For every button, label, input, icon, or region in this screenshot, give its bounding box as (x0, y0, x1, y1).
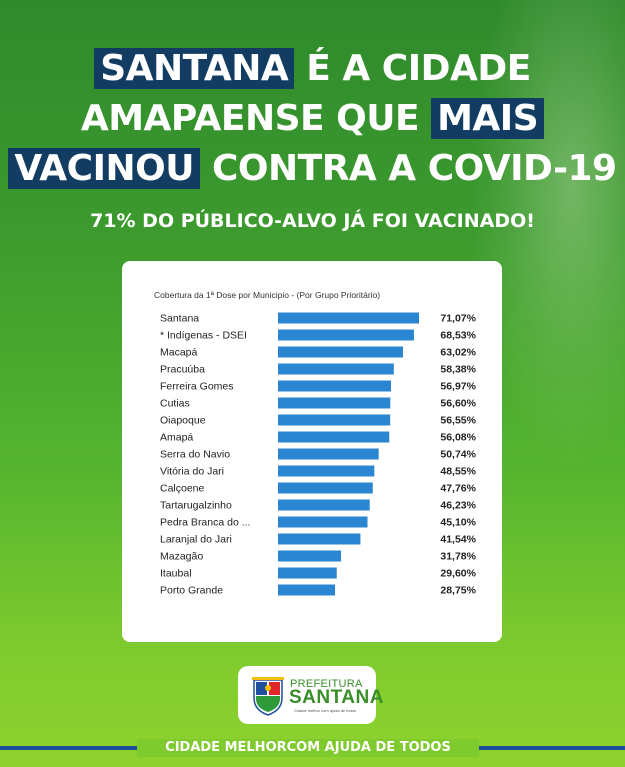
headline-line-2: AMAPAENSE QUE MAIS (0, 94, 625, 144)
bar (278, 363, 394, 375)
bar (278, 465, 375, 477)
prefeitura-logo: PREFEITURA SANTANA Cidade melhor com aju… (238, 666, 383, 724)
footer-slogan: CIDADE MELHORCOM AJUDA DE TODOS (137, 739, 479, 757)
value-label: 50,74% (440, 449, 476, 461)
value-label: 71,07% (440, 313, 476, 325)
category-label: Calçoene (160, 483, 205, 495)
bar (278, 329, 414, 341)
bar (278, 397, 391, 409)
bar (278, 312, 419, 324)
value-label: 29,60% (440, 568, 476, 580)
value-label: 48,55% (440, 466, 476, 478)
value-label: 58,38% (440, 364, 476, 376)
headline-text-3: CONTRA A COVID-19 (199, 148, 617, 189)
headline: SANTANA É A CIDADE AMAPAENSE QUE MAIS VA… (0, 44, 625, 194)
value-label: 45,10% (440, 517, 476, 529)
category-label: Oiapoque (160, 415, 206, 427)
category-label: Ferreira Gomes (160, 381, 234, 393)
headline-line-3: VACINOU CONTRA A COVID-19 (0, 144, 625, 194)
bar (278, 482, 373, 494)
value-label: 56,97% (440, 381, 476, 393)
category-label: Itaubal (160, 568, 192, 580)
value-label: 56,08% (440, 432, 476, 444)
category-label: Vitória do Jari (160, 466, 224, 478)
bar (278, 567, 337, 579)
bar (278, 550, 342, 562)
category-label: Pedra Branca do ... (160, 517, 250, 529)
headline-text-1: É A CIDADE (294, 48, 531, 89)
coat-of-arms-icon (252, 677, 284, 716)
value-label: 47,76% (440, 483, 476, 495)
bar (278, 448, 379, 460)
headline-text-2: AMAPAENSE QUE (80, 98, 432, 139)
bar (278, 380, 392, 392)
category-label: Porto Grande (160, 585, 223, 597)
category-label: Pracuúba (160, 364, 205, 376)
category-label: Santana (160, 313, 199, 325)
category-label: Macapá (160, 347, 198, 359)
value-label: 56,60% (440, 398, 476, 410)
category-label: Laranjal do Jari (160, 534, 232, 546)
headline-line-1: SANTANA É A CIDADE (0, 44, 625, 94)
logo-tagline: Cidade melhor com ajuda de todos (294, 708, 357, 713)
bar (278, 516, 368, 528)
coverage-bar-chart: Santana 71,07% * Indígenas - DSEI 68,53% Mac… (160, 312, 477, 597)
category-label: * Indígenas - DSEI (160, 330, 247, 342)
category-label: Cutias (160, 398, 190, 410)
bar (278, 346, 404, 358)
bar (278, 414, 391, 426)
subheadline: 71% DO PÚBLICO-ALVO JÁ FOI VACINADO! (90, 210, 535, 232)
chart-card: Cobertura da 1ª Dose por Municipio - (Po… (122, 261, 502, 642)
category-label: Serra do Navio (160, 449, 230, 461)
value-label: 68,53% (440, 330, 476, 342)
logo-prefeitura-text: PREFEITURA (290, 678, 363, 690)
bar (278, 499, 370, 511)
value-label: 41,54% (440, 534, 476, 546)
chart-title: Cobertura da 1ª Dose por Municipio - (Po… (154, 290, 381, 300)
bar (278, 584, 336, 596)
value-label: 46,23% (440, 500, 476, 512)
value-label: 31,78% (440, 551, 476, 563)
headline-highlight-santana: SANTANA (94, 48, 295, 89)
headline-highlight-mais: MAIS (431, 98, 545, 139)
logo-santana-text: SANTANA (289, 687, 384, 708)
category-label: Tartarugalzinho (160, 500, 232, 512)
value-label: 56,55% (440, 415, 476, 427)
category-label: Amapá (160, 432, 193, 444)
bar (278, 431, 390, 443)
category-label: Mazagão (160, 551, 203, 563)
bar (278, 533, 361, 545)
value-label: 63,02% (440, 347, 476, 359)
headline-highlight-vacinou: VACINOU (8, 148, 200, 189)
value-label: 28,75% (440, 585, 476, 597)
